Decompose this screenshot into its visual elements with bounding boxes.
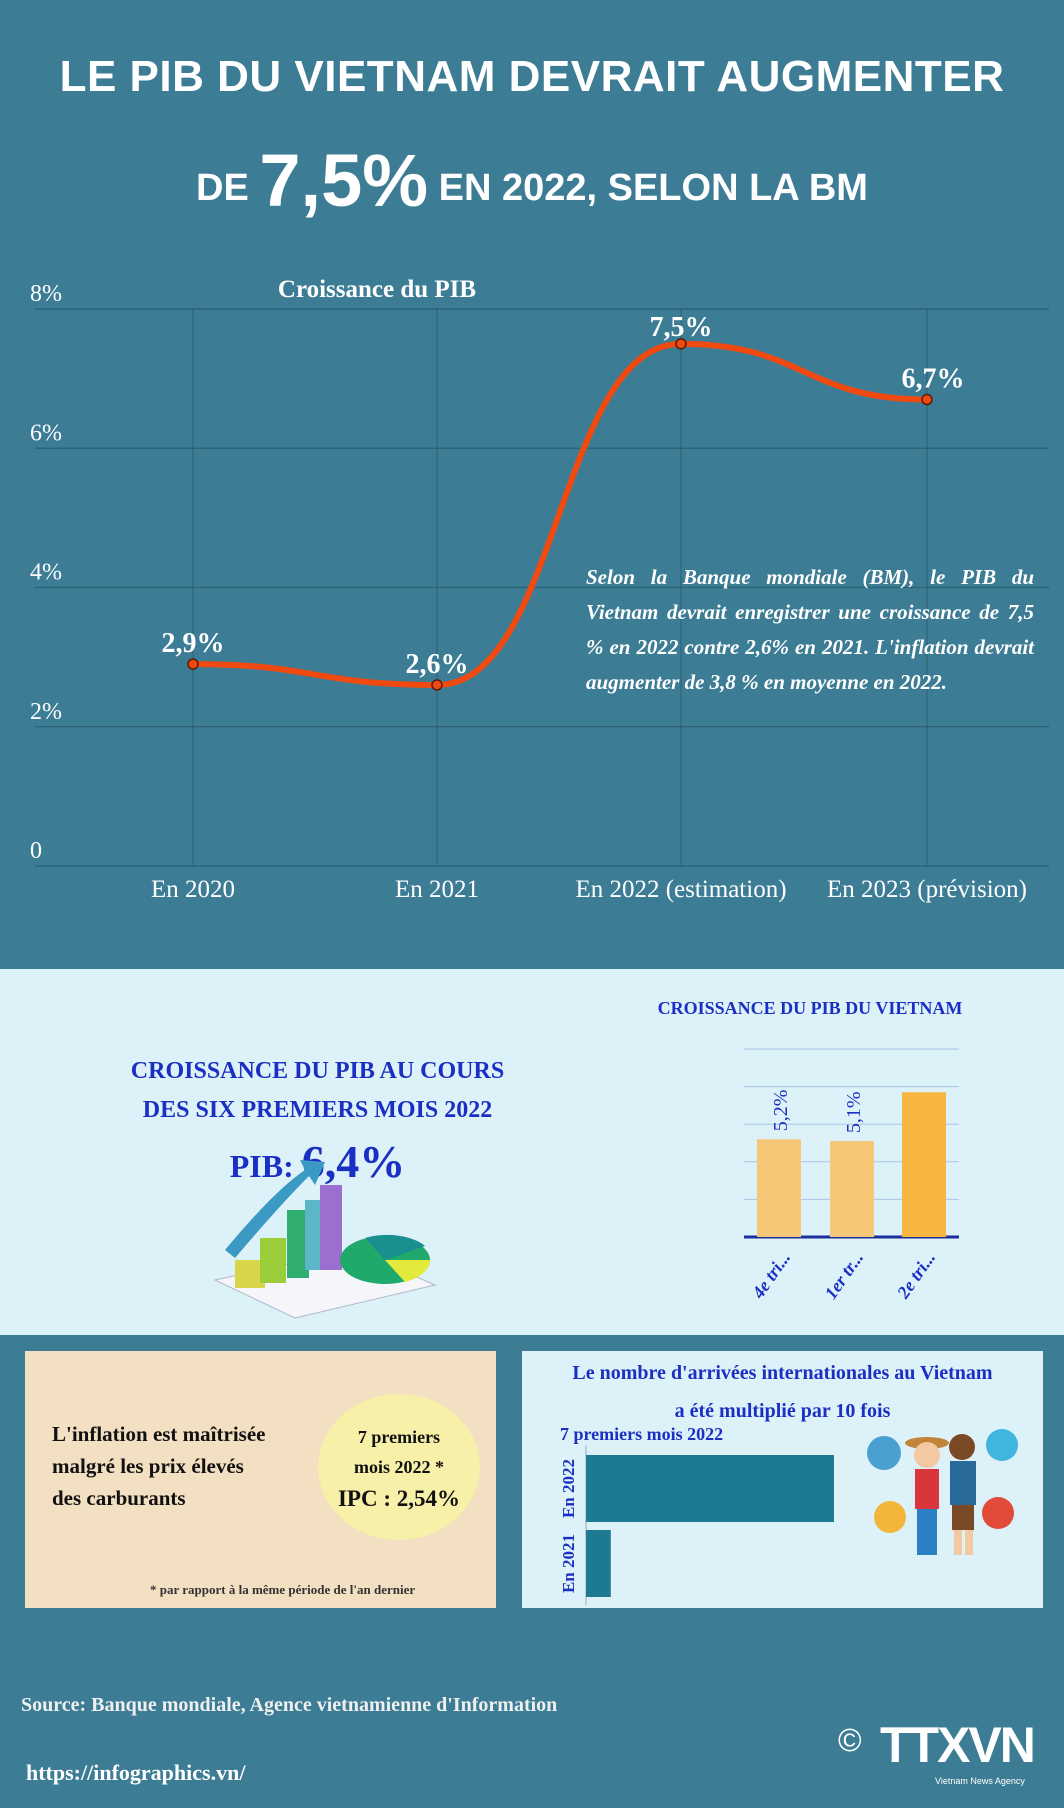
arrivals-title-line2: a été multiplié par 10 fois: [674, 1400, 891, 1422]
y-tick-label: 6%: [30, 420, 62, 446]
logo-subtitle: Vietnam News Agency: [935, 1776, 1025, 1786]
inflation-line: des carburants: [52, 1486, 186, 1510]
bar-data-label: 5,1%: [843, 1091, 865, 1133]
x-tick-label: En 2020: [151, 876, 235, 903]
x-tick-label: En 2023 (prévision): [827, 876, 1027, 903]
bar: [586, 1530, 611, 1597]
pib-value: PIB: 6,4%: [90, 1135, 545, 1188]
six-months-title-line1: CROISSANCE DU PIB AU COURS: [130, 1058, 505, 1084]
source-text: Source: Banque mondiale, Agence vietnami…: [21, 1694, 558, 1716]
data-label: 7,5%: [650, 312, 713, 343]
bar: [830, 1141, 874, 1237]
gdp-line: [190, 340, 930, 688]
y-tick-label: En 2022: [559, 1459, 578, 1518]
inflation-text: L'inflation est maîtrisée malgré les pri…: [52, 1418, 265, 1514]
x-tick-label: En 2021: [395, 876, 479, 903]
source-url[interactable]: https://infographics.vn/: [26, 1760, 246, 1785]
y-tick-label: 4%: [30, 560, 62, 586]
bar: [586, 1455, 834, 1522]
chart-title: Croissance du PIB: [278, 276, 476, 303]
travelers-illustration-icon: [867, 1429, 1018, 1555]
ipc-period-line1: 7 premiers: [357, 1427, 441, 1447]
x-tick-label: 2e tri...: [892, 1248, 939, 1303]
inflation-line: malgré les prix élevés: [52, 1454, 244, 1478]
ipc-value: IPC : 2,54%: [337, 1486, 461, 1511]
pib-label: PIB:: [229, 1148, 294, 1184]
data-point: [675, 338, 687, 350]
arrivals-title-line1: Le nombre d'arrivées internationales au …: [572, 1362, 993, 1384]
x-tick-label: 1er tr...: [820, 1248, 867, 1303]
main-subtitle: DE 7,5% EN 2022, SELON LA BM: [0, 138, 1064, 223]
bar-data-label: 5,2%: [770, 1090, 792, 1132]
ipc-period-line2: mois 2022 *: [354, 1457, 444, 1477]
arrivals-subtitle: 7 premiers mois 2022: [560, 1424, 724, 1444]
arrivals-title: Le nombre d'arrivées internationales au …: [522, 1354, 1043, 1430]
data-point: [921, 393, 933, 406]
data-label: 6,7%: [902, 364, 965, 395]
data-point: [431, 679, 443, 691]
six-months-title: CROISSANCE DU PIB AU COURS DES SIX PREMI…: [90, 1052, 545, 1130]
inflation-footnote: * par rapport à la même période de l'an …: [150, 1582, 416, 1597]
chart-clipart-icon: [213, 1160, 437, 1319]
six-months-section: [0, 969, 1064, 1335]
copyright-icon: ©: [838, 1722, 862, 1758]
y-tick-label: 0: [30, 838, 42, 864]
bar: [902, 1092, 946, 1237]
ttxvn-logo: TTXVN: [880, 1717, 1036, 1773]
pib-number: 6,4%: [301, 1136, 406, 1187]
arrivals-bar-chart: En 2022 En 2021: [559, 1445, 834, 1605]
quarterly-chart-title: CROISSANCE DU PIB DU VIETNAM: [657, 998, 963, 1018]
main-title: LE PIB DU VIETNAM DEVRAIT AUGMENTER: [59, 52, 1005, 101]
subtitle-post: EN 2022, SELON LA BM: [438, 167, 868, 209]
bar: [757, 1139, 801, 1237]
data-label: 2,6%: [406, 649, 469, 680]
y-tick-label: 2%: [30, 699, 62, 725]
gdp-line-chart: 0 2% 4% 6% 8% En 2020 En 2021 En 2022 (estimati…: [30, 276, 1049, 903]
y-tick-label: En 2021: [559, 1534, 578, 1593]
headline-value: 7,5%: [259, 139, 429, 222]
y-tick-label: 8%: [30, 281, 62, 307]
x-tick-label: En 2022 (estimation): [575, 876, 786, 903]
quarterly-bar-chart: 5,2% 4e tri... 5,1% 1er tr... 2e tri...: [744, 1048, 959, 1303]
six-months-title-line2: DES SIX PREMIERS MOIS 2022: [142, 1097, 493, 1123]
subtitle-pre: DE: [196, 167, 249, 209]
inflation-line: L'inflation est maîtrisée: [52, 1422, 266, 1446]
data-point: [187, 658, 199, 670]
ipc-circle: 7 premiers mois 2022 * IPC : 2,54%: [318, 1394, 480, 1540]
data-label: 2,9%: [162, 628, 225, 659]
chart-annotation: Selon la Banque mondiale (BM), le PIB du…: [586, 565, 1034, 694]
x-tick-label: 4e tri...: [747, 1248, 794, 1303]
